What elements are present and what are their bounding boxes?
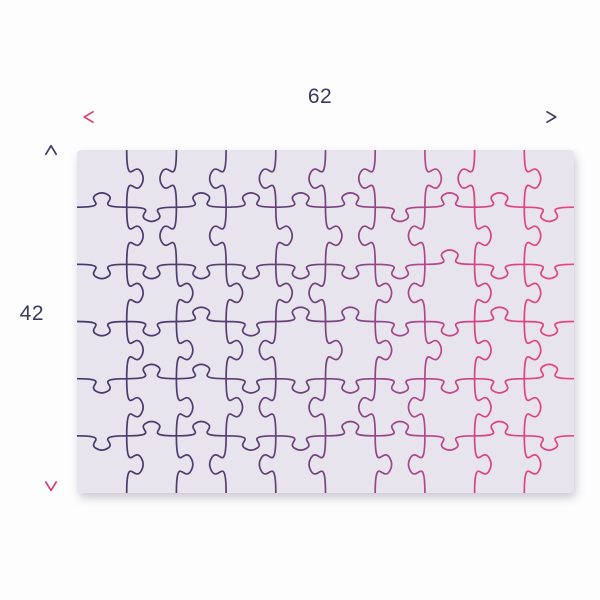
- height-dimension-label: 42: [19, 302, 44, 325]
- puzzle-pieces-grid: [77, 150, 574, 493]
- height-dimension-arrow: [42, 144, 60, 492]
- puzzle-board: [77, 150, 574, 493]
- width-dimension-arrow: [74, 108, 566, 126]
- width-dimension-label: 62: [307, 85, 333, 108]
